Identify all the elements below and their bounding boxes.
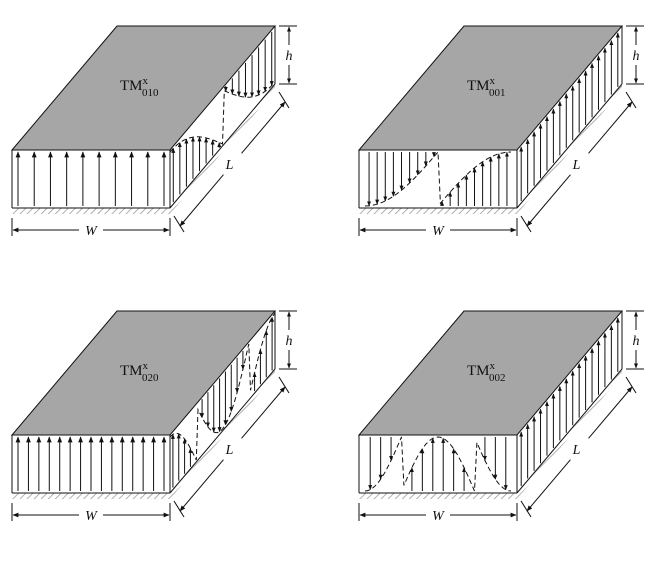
mode-superscript: x	[490, 360, 496, 372]
l-arrow-back	[588, 101, 633, 154]
ground-plane-front	[359, 493, 517, 499]
front-field-arrows	[15, 151, 167, 206]
mode-superscript: x	[490, 75, 496, 87]
l-extension-back	[278, 376, 290, 394]
mode-subscript: 020	[142, 372, 159, 384]
ground-plane-side	[517, 369, 622, 499]
mode-name: TM	[120, 78, 143, 94]
front-field-arrows	[15, 436, 167, 491]
front-field-arrows	[368, 437, 508, 491]
side-field-arrows	[519, 317, 620, 487]
panel-tm001: TMx 001 W Lh	[357, 25, 644, 239]
l-arrow-front	[179, 174, 224, 227]
width-label: W	[85, 509, 98, 524]
front-field-envelope	[364, 150, 512, 207]
side-field-arrows	[170, 316, 275, 488]
panel-tm010: TMx 010 W Lh	[10, 25, 297, 239]
side-field-arrows	[171, 31, 274, 203]
ground-plane-front	[12, 208, 170, 214]
side-field-envelope	[169, 312, 276, 461]
width-label: W	[85, 224, 98, 239]
l-extension-front	[520, 215, 532, 233]
length-label: L	[225, 158, 234, 173]
l-arrow-front	[179, 459, 224, 512]
length-label: L	[572, 443, 581, 458]
mode-subscript: 010	[142, 87, 159, 99]
ground-plane-side	[170, 369, 275, 499]
mode-subscript: 001	[489, 87, 506, 99]
mode-superscript: x	[143, 360, 149, 372]
height-label: h	[286, 334, 293, 349]
l-arrow-back	[588, 386, 633, 439]
side-field-envelope	[169, 81, 276, 153]
l-extension-back	[625, 91, 637, 109]
side-bottom-edge	[169, 83, 276, 209]
front-field-envelope	[364, 436, 512, 492]
mode-name: TM	[120, 363, 143, 379]
mode-label: TMx 020	[120, 360, 159, 384]
mode-label: TMx 002	[467, 360, 506, 384]
length-label: L	[225, 443, 234, 458]
l-extension-front	[173, 215, 185, 233]
panel-tm002: TMx 002 W Lh	[357, 310, 644, 524]
mode-name: TM	[467, 78, 490, 94]
panel-tm020: TMx 020 W Lh	[10, 310, 297, 524]
side-bottom-edge	[516, 83, 623, 209]
ground-plane-side	[517, 84, 622, 214]
width-label: W	[432, 224, 445, 239]
l-extension-front	[520, 500, 532, 518]
front-field-arrows	[367, 151, 509, 207]
ground-plane-front	[12, 493, 170, 499]
l-extension-back	[278, 91, 290, 109]
l-extension-back	[625, 376, 637, 394]
l-arrow-front	[526, 174, 571, 227]
mode-subscript: 002	[489, 372, 506, 384]
height-label: h	[286, 49, 293, 64]
ground-plane-side	[170, 84, 275, 214]
mode-superscript: x	[143, 75, 149, 87]
l-arrow-front	[526, 459, 571, 512]
l-arrow-back	[241, 386, 286, 439]
mode-name: TM	[467, 363, 490, 379]
height-label: h	[633, 334, 640, 349]
l-extension-front	[173, 500, 185, 518]
side-bottom-edge	[516, 368, 623, 494]
mode-label: TMx 001	[467, 75, 506, 99]
l-arrow-back	[241, 101, 286, 154]
mode-label: TMx 010	[120, 75, 159, 99]
width-label: W	[432, 509, 445, 524]
side-bottom-edge	[169, 368, 276, 494]
side-field-arrows	[519, 32, 620, 202]
height-label: h	[633, 49, 640, 64]
length-label: L	[572, 158, 581, 173]
ground-plane-front	[359, 208, 517, 214]
